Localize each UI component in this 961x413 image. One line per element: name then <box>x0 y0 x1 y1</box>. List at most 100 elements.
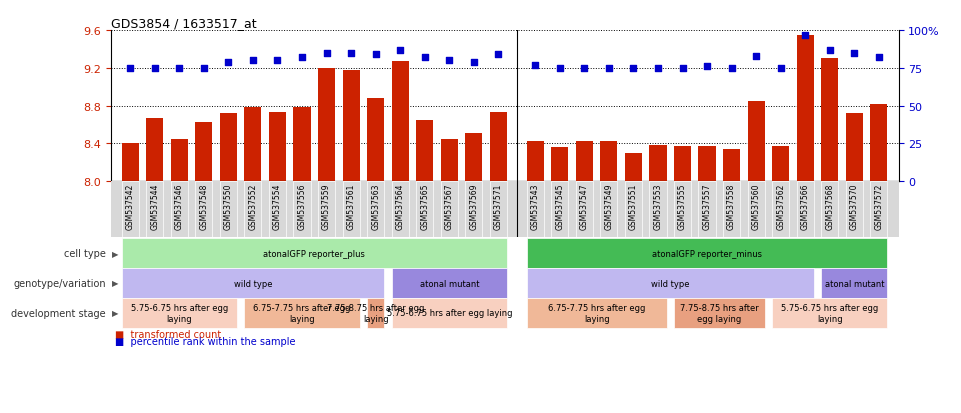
Text: atonal mutant: atonal mutant <box>420 279 479 288</box>
Point <box>294 55 309 62</box>
Bar <box>871 182 888 237</box>
Point <box>147 65 162 72</box>
Text: ▶: ▶ <box>111 249 118 258</box>
Bar <box>674 147 691 182</box>
Bar <box>367 182 384 237</box>
Bar <box>269 113 286 182</box>
Bar <box>195 122 212 182</box>
Bar <box>244 108 261 182</box>
Bar <box>846 114 863 182</box>
Text: 5.75-6.75 hrs after egg
laying: 5.75-6.75 hrs after egg laying <box>131 304 228 323</box>
Text: GSM537567: GSM537567 <box>445 183 454 230</box>
Bar <box>748 102 765 182</box>
Point <box>528 62 543 69</box>
Text: GSM537550: GSM537550 <box>224 183 233 230</box>
Text: wild type: wild type <box>651 279 689 288</box>
Text: GSM537556: GSM537556 <box>298 183 307 230</box>
Point <box>847 50 862 57</box>
Bar <box>576 141 593 182</box>
Text: 5.75-6.75 hrs after egg
laying: 5.75-6.75 hrs after egg laying <box>781 304 878 323</box>
Bar <box>527 141 544 182</box>
Bar <box>220 182 237 237</box>
Text: GSM537561: GSM537561 <box>347 183 356 230</box>
Bar <box>650 182 667 237</box>
Bar <box>416 182 433 237</box>
Bar <box>342 182 359 237</box>
Text: GSM537557: GSM537557 <box>702 183 711 230</box>
Point <box>626 65 641 72</box>
Point <box>466 59 481 66</box>
Bar <box>293 107 310 182</box>
Point <box>343 50 358 57</box>
Text: ▶: ▶ <box>111 279 118 288</box>
Text: GSM537570: GSM537570 <box>850 183 859 230</box>
Point <box>491 52 506 58</box>
Point <box>577 65 592 72</box>
Point <box>442 58 457 64</box>
Bar <box>650 146 667 182</box>
Point <box>196 65 211 72</box>
Point <box>602 65 617 72</box>
Bar <box>441 182 457 237</box>
Bar <box>391 62 408 182</box>
Bar <box>871 104 888 182</box>
Bar <box>318 182 335 237</box>
Text: GSM537543: GSM537543 <box>530 183 540 230</box>
Bar <box>441 139 457 182</box>
Bar <box>490 182 507 237</box>
Point <box>749 53 764 60</box>
Point <box>245 58 260 64</box>
Point <box>368 52 383 58</box>
Bar <box>416 121 433 182</box>
Text: atonalGFP reporter_plus: atonalGFP reporter_plus <box>263 249 365 258</box>
Bar <box>625 154 642 182</box>
Point <box>798 32 813 39</box>
Bar <box>822 59 838 182</box>
Bar <box>293 182 310 237</box>
Bar <box>367 99 384 182</box>
Bar <box>723 182 740 237</box>
Bar <box>171 139 187 182</box>
Bar <box>465 182 482 237</box>
Bar <box>552 148 568 182</box>
Text: GSM537566: GSM537566 <box>801 183 810 230</box>
Text: GSM537563: GSM537563 <box>371 183 381 230</box>
Bar <box>699 147 716 182</box>
Bar <box>576 182 593 237</box>
Bar <box>171 182 187 237</box>
Point <box>172 65 187 72</box>
Text: GSM537564: GSM537564 <box>396 183 405 230</box>
Text: GSM537554: GSM537554 <box>273 183 282 230</box>
Text: atonalGFP reporter_minus: atonalGFP reporter_minus <box>653 249 762 258</box>
Text: genotype/variation: genotype/variation <box>13 278 106 288</box>
Bar <box>527 182 544 237</box>
Text: GSM537562: GSM537562 <box>776 183 785 230</box>
Point <box>221 59 236 66</box>
Text: GSM537547: GSM537547 <box>579 183 589 230</box>
Bar <box>699 182 716 237</box>
Bar <box>674 182 691 237</box>
Point <box>552 65 567 72</box>
Bar <box>846 182 863 237</box>
Text: GSM537552: GSM537552 <box>248 183 258 230</box>
Text: GSM537549: GSM537549 <box>604 183 613 230</box>
Text: GSM537544: GSM537544 <box>150 183 160 230</box>
Point <box>392 47 407 54</box>
Point <box>122 65 137 72</box>
Bar <box>220 114 237 182</box>
Text: atonal mutant: atonal mutant <box>825 279 884 288</box>
Point <box>700 64 715 71</box>
Text: ▶: ▶ <box>111 309 118 318</box>
Bar <box>121 182 138 237</box>
Text: GSM537572: GSM537572 <box>875 183 883 230</box>
Text: wild type: wild type <box>234 279 272 288</box>
Point <box>675 65 690 72</box>
Point <box>651 65 666 72</box>
Text: development stage: development stage <box>12 308 106 318</box>
Text: GSM537546: GSM537546 <box>175 183 184 230</box>
Text: GSM537565: GSM537565 <box>420 183 430 230</box>
Bar <box>601 182 618 237</box>
Text: GSM537545: GSM537545 <box>555 183 564 230</box>
Bar <box>601 141 618 182</box>
Text: ■  percentile rank within the sample: ■ percentile rank within the sample <box>115 337 296 347</box>
